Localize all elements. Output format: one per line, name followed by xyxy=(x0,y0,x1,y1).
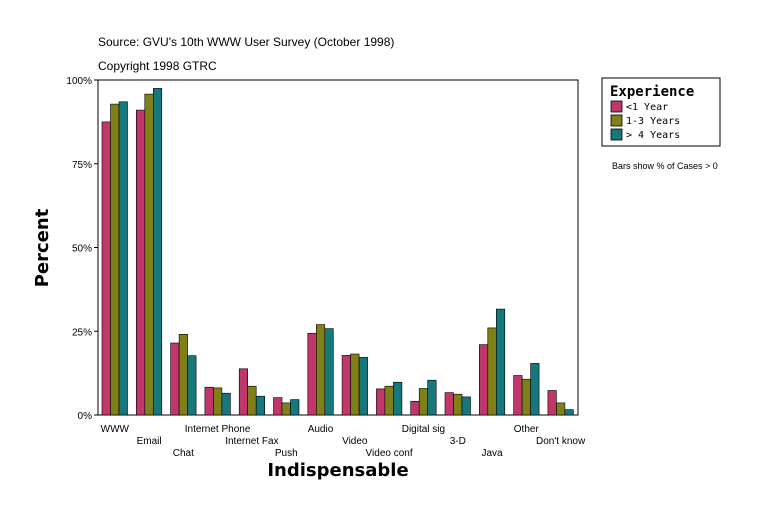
source-line: Source: GVU's 10th WWW User Survey (Octo… xyxy=(98,35,394,49)
legend-swatch xyxy=(610,100,623,113)
bar-www-series-1 xyxy=(101,121,111,416)
bars-note: Bars show % of Cases > 0 xyxy=(612,161,718,171)
bar-digital-sig-series-1 xyxy=(410,400,420,416)
bar-digital-sig-series-2 xyxy=(418,388,429,416)
y-tick-label: 100% xyxy=(66,76,92,87)
legend-items: <1 Year 1-3 Years > 4 Years xyxy=(610,100,680,141)
legend-label: > 4 Years xyxy=(626,130,680,141)
y-tick-label: 25% xyxy=(72,327,92,338)
bar-internet-fax-series-1 xyxy=(238,368,248,416)
legend-swatch xyxy=(610,128,623,141)
x-category-label: Chat xyxy=(173,448,194,459)
bar-www-series-3 xyxy=(118,101,128,416)
bar-java-series-1 xyxy=(478,344,489,416)
bar-other-series-2 xyxy=(521,378,531,416)
x-category-label: Email xyxy=(137,436,162,447)
bar-internet-fax-series-2 xyxy=(247,385,257,416)
bar-www-series-2 xyxy=(110,103,120,416)
bar-internet-phone-series-1 xyxy=(204,386,214,416)
bar-chat-series-3 xyxy=(187,355,197,416)
bar-digital-sig-series-3 xyxy=(427,379,437,416)
y-tick-label: 0% xyxy=(78,411,93,422)
x-axis-title: Indispensable xyxy=(267,460,408,481)
bar-don-t-know-series-2 xyxy=(556,402,566,416)
bar-java-series-3 xyxy=(495,308,506,416)
y-axis-ticks: 0% 25% 50% 75% 100% xyxy=(66,76,98,422)
bar-3-d-series-1 xyxy=(444,392,454,416)
x-category-label: Push xyxy=(275,448,298,459)
bar-audio-series-3 xyxy=(324,328,334,416)
bar-push-series-3 xyxy=(290,399,300,416)
bar-3-d-series-3 xyxy=(461,396,471,416)
bar-audio-series-2 xyxy=(315,324,326,416)
x-category-label: Digital sig xyxy=(402,424,445,435)
bar-3-d-series-2 xyxy=(453,393,463,416)
bar-internet-phone-series-2 xyxy=(213,387,223,416)
bars xyxy=(101,88,574,416)
bar-other-series-1 xyxy=(513,375,523,416)
legend-label: 1-3 Years xyxy=(626,116,680,127)
bar-video-series-1 xyxy=(341,355,351,416)
x-category-label: Video xyxy=(342,436,368,447)
bar-chat-series-1 xyxy=(170,342,180,416)
x-category-label: Internet Fax xyxy=(225,436,278,447)
bar-video-conf-series-3 xyxy=(393,381,403,416)
bar-audio-series-1 xyxy=(307,332,317,416)
bar-video-conf-series-1 xyxy=(376,388,386,416)
bar-email-series-3 xyxy=(153,88,163,416)
legend: Experience <1 Year 1-3 Years > 4 Years xyxy=(601,77,721,147)
x-category-label: 3-D xyxy=(450,436,466,447)
x-category-label: Video conf xyxy=(366,448,413,459)
bar-chat-series-2 xyxy=(178,333,188,416)
bar-video-conf-series-2 xyxy=(384,385,394,416)
bar-video-series-2 xyxy=(350,353,360,416)
bar-push-series-2 xyxy=(281,402,291,416)
bar-don-t-know-series-3 xyxy=(564,409,574,416)
plot-area xyxy=(97,79,579,416)
x-category-label: Audio xyxy=(308,424,334,435)
bar-java-series-2 xyxy=(487,327,497,416)
legend-title: Experience xyxy=(610,84,694,100)
x-category-label: Java xyxy=(481,448,503,459)
bar-video-series-3 xyxy=(358,357,368,416)
x-category-label: Other xyxy=(514,424,540,435)
bar-other-series-3 xyxy=(530,363,540,416)
legend-label: <1 Year xyxy=(626,102,668,113)
y-axis-title: Percent xyxy=(32,208,53,287)
legend-swatch xyxy=(610,114,623,127)
y-tick-label: 75% xyxy=(72,160,92,171)
bar-internet-phone-series-3 xyxy=(221,392,231,416)
x-category-label: WWW xyxy=(101,424,130,435)
x-category-label: Don't know xyxy=(536,436,586,447)
bar-email-series-2 xyxy=(144,93,154,416)
x-category-label: Internet Phone xyxy=(185,424,251,435)
y-tick-label: 50% xyxy=(72,244,92,255)
copyright-line: Copyright 1998 GTRC xyxy=(98,59,217,73)
bar-email-series-1 xyxy=(136,109,146,416)
bar-push-series-1 xyxy=(273,397,283,416)
bar-internet-fax-series-3 xyxy=(255,395,266,416)
bar-don-t-know-series-1 xyxy=(547,390,557,416)
